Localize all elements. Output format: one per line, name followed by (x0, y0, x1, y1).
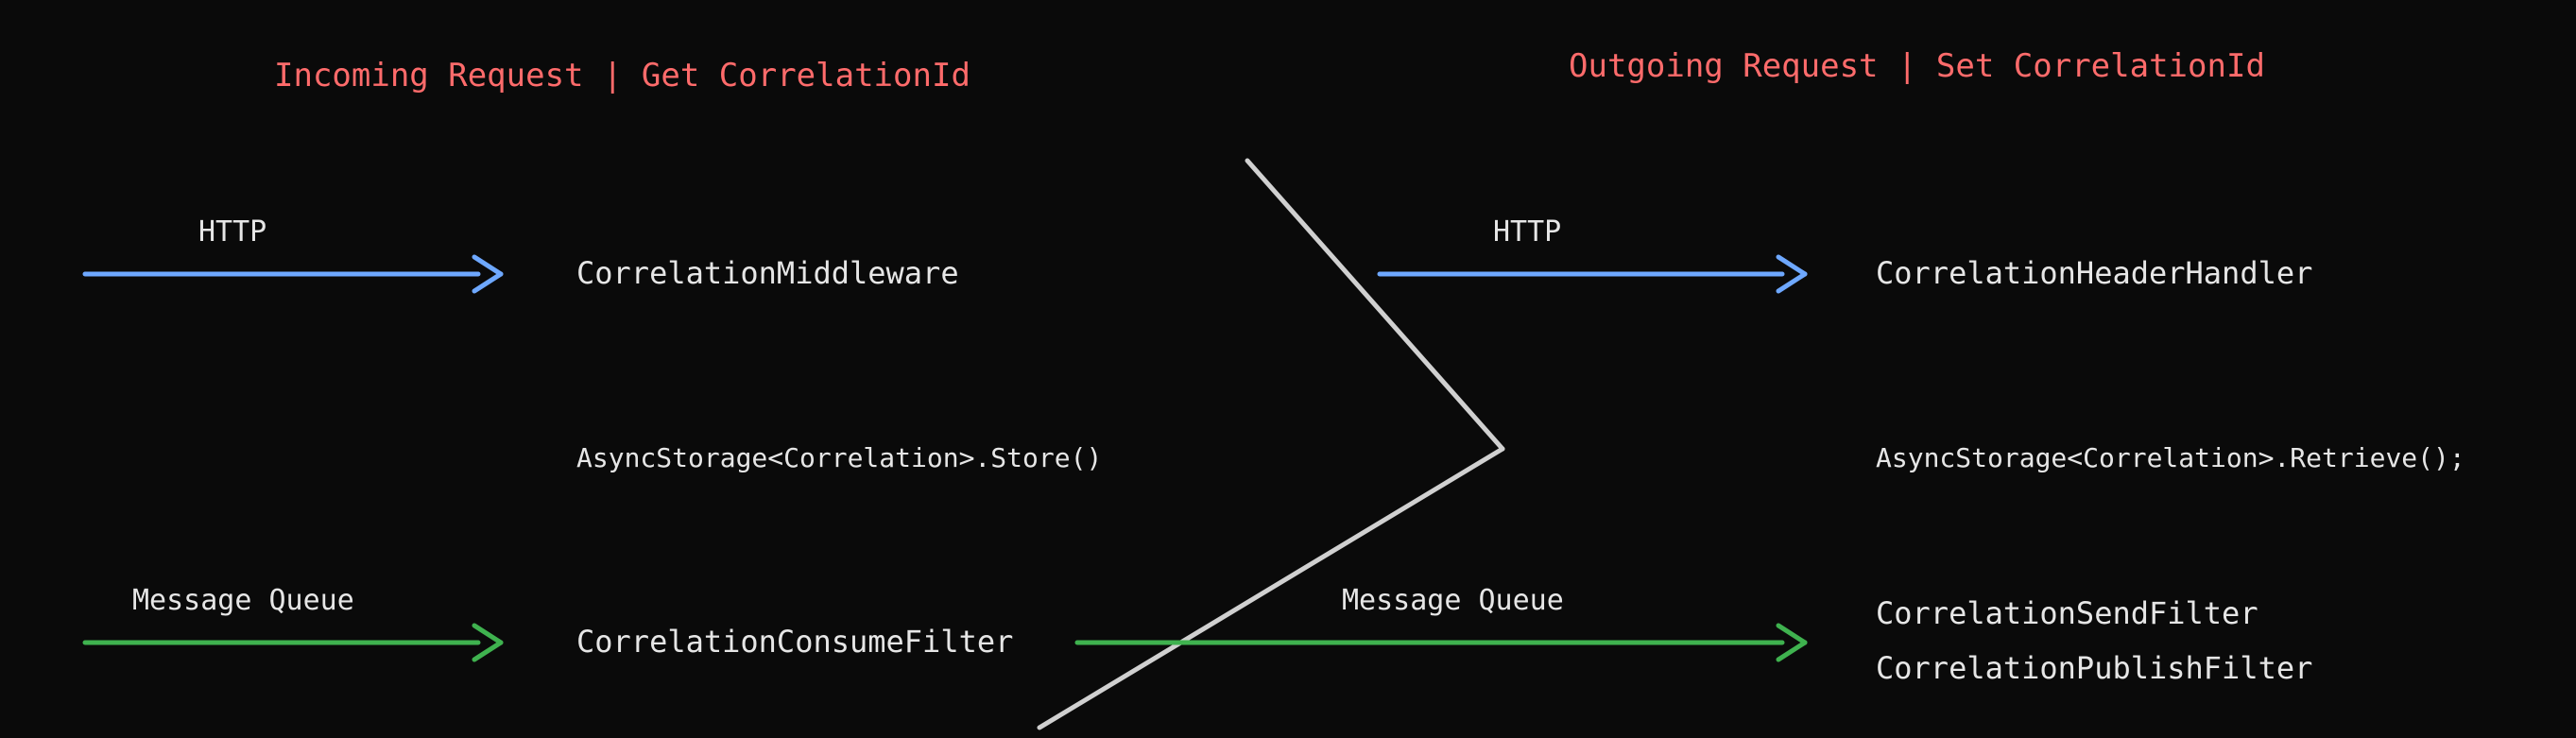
arrow-http-outgoing (1380, 257, 1805, 291)
label-http-outgoing: HTTP (1493, 215, 1561, 249)
code-asyncstorage-retrieve: AsyncStorage<Correlation>.Retrieve(); (1876, 442, 2465, 473)
label-http-incoming: HTTP (198, 215, 266, 249)
target-correlation-consume-filter: CorrelationConsumeFilter (576, 624, 1013, 660)
code-asyncstorage-store: AsyncStorage<Correlation>.Store() (576, 442, 1102, 473)
target-correlation-publish-filter: CorrelationPublishFilter (1876, 650, 2312, 686)
arrow-mq-outgoing (1077, 626, 1805, 660)
label-mq-outgoing: Message Queue (1342, 584, 1564, 617)
diagram-canvas: Incoming Request | Get CorrelationId HTT… (0, 0, 2576, 738)
target-correlation-send-filter: CorrelationSendFilter (1876, 595, 2258, 631)
arrow-mq-incoming (85, 626, 501, 660)
arrow-http-incoming (85, 257, 501, 291)
target-correlation-header-handler: CorrelationHeaderHandler (1876, 255, 2312, 291)
label-mq-incoming: Message Queue (132, 584, 354, 617)
target-correlation-middleware: CorrelationMiddleware (576, 255, 959, 291)
incoming-title: Incoming Request | Get CorrelationId (274, 57, 970, 94)
outgoing-title: Outgoing Request | Set CorrelationId (1569, 47, 2265, 85)
